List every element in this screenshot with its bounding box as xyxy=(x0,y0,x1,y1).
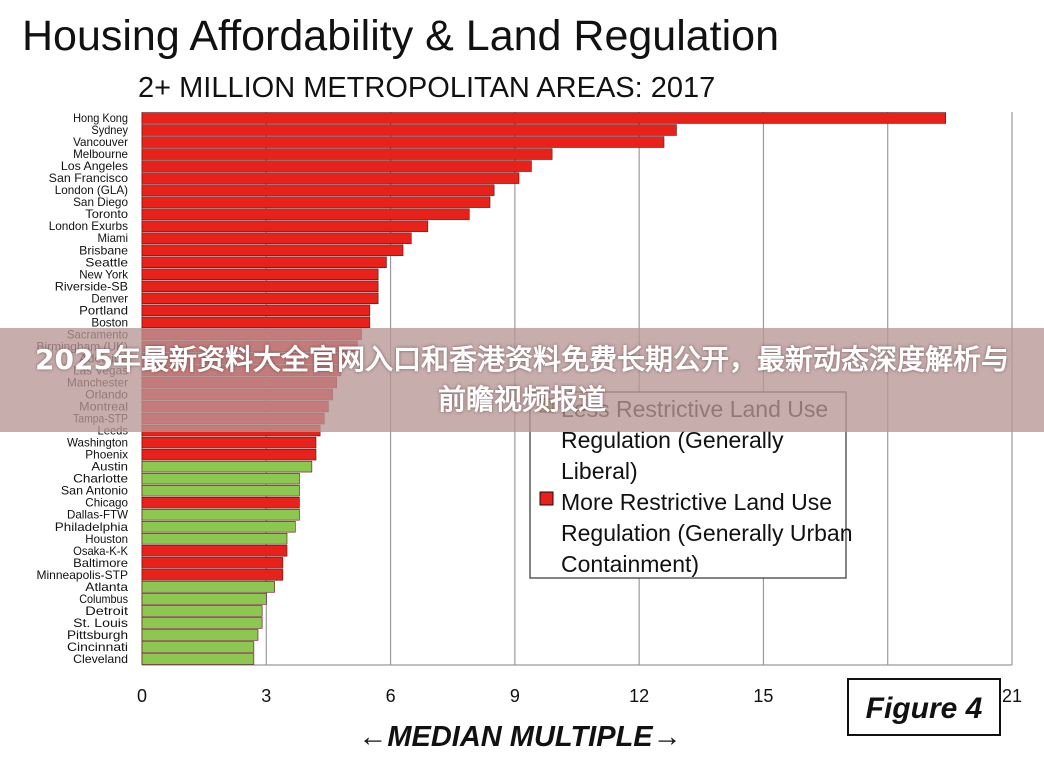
category-label: Seattle xyxy=(85,255,128,269)
bar xyxy=(141,112,947,124)
x-tick-label: 3 xyxy=(261,686,271,706)
bar xyxy=(141,196,491,208)
bar xyxy=(141,533,288,545)
bar xyxy=(141,136,665,148)
category-label: Columbus xyxy=(79,592,128,606)
legend-swatch xyxy=(539,491,554,506)
category-label: San Antonio xyxy=(61,484,128,498)
legend-label: Regulation (Generally Urban xyxy=(561,520,853,546)
bar xyxy=(141,605,263,617)
category-label: Chicago xyxy=(85,496,128,510)
category-label: Boston xyxy=(91,315,128,329)
chart-title: Housing Affordability & Land Regulation xyxy=(22,12,779,60)
category-label: Washington xyxy=(67,436,128,450)
bar xyxy=(141,472,300,485)
category-label: Toronto xyxy=(85,207,128,221)
category-label: London (GLA) xyxy=(55,183,128,197)
category-label: Charlotte xyxy=(73,472,128,486)
bar xyxy=(141,160,532,172)
category-label: Pittsburgh xyxy=(67,628,128,642)
x-tick-label: 12 xyxy=(629,686,649,706)
category-label: Sydney xyxy=(91,123,128,137)
x-tick-label: 9 xyxy=(510,686,520,706)
category-label: Los Angeles xyxy=(61,159,128,173)
category-label: Melbourne xyxy=(73,147,128,161)
category-label: New York xyxy=(79,267,129,281)
category-label: Detroit xyxy=(85,604,129,618)
x-axis-label: ←MEDIAN MULTIPLE→ xyxy=(358,721,681,753)
category-label: Vancouver xyxy=(73,135,128,149)
category-label: Minneapolis-STP xyxy=(37,568,129,582)
bar xyxy=(141,509,300,521)
bar xyxy=(141,460,313,473)
figure-label-box: Figure 4 xyxy=(847,678,1001,736)
bar xyxy=(141,557,284,569)
category-label: Osaka-K-K xyxy=(73,544,128,558)
bar xyxy=(141,629,259,641)
chart-subtitle: 2+ MILLION METROPOLITAN AREAS: 2017 xyxy=(138,72,715,104)
bar xyxy=(141,304,371,317)
bar xyxy=(141,617,263,629)
bar xyxy=(141,124,677,136)
legend-label: Liberal) xyxy=(561,458,638,484)
category-label: Philadelphia xyxy=(55,520,129,534)
bar xyxy=(141,280,379,293)
category-label: Austin xyxy=(91,460,128,474)
bar xyxy=(141,184,495,196)
bar xyxy=(141,569,284,581)
category-label: Phoenix xyxy=(85,448,128,462)
bar xyxy=(141,448,317,461)
bar xyxy=(141,641,255,653)
bar xyxy=(141,244,404,256)
bar xyxy=(141,148,553,160)
watermark-text: 2025年最新资料大全官网入口和香港资料免费长期公开，最新动态深度解析与前瞻视频… xyxy=(35,343,1009,416)
x-tick-label: 0 xyxy=(137,686,147,706)
category-label: Dallas-FTW xyxy=(67,508,129,522)
category-label: St. Louis xyxy=(73,616,128,630)
category-label: Portland xyxy=(79,303,128,317)
bar xyxy=(141,208,470,220)
bar xyxy=(141,496,300,509)
bar xyxy=(141,268,379,281)
x-tick-label: 6 xyxy=(386,686,396,706)
category-label: Baltimore xyxy=(73,556,128,570)
category-label: San Diego xyxy=(73,195,128,209)
bar xyxy=(141,545,288,557)
category-label: London Exurbs xyxy=(49,219,128,233)
watermark-banner: 2025年最新资料大全官网入口和香港资料免费长期公开，最新动态深度解析与前瞻视频… xyxy=(0,328,1044,432)
category-label: Cincinnati xyxy=(67,640,128,654)
legend-label: Containment) xyxy=(561,551,699,577)
category-label: Denver xyxy=(91,291,128,305)
bar xyxy=(141,484,300,497)
bar xyxy=(141,581,275,593)
bar xyxy=(141,593,267,605)
category-label: Brisbane xyxy=(79,243,128,257)
bar xyxy=(141,436,317,449)
bar xyxy=(141,292,379,305)
bar xyxy=(141,220,429,232)
bar xyxy=(141,316,371,329)
bar xyxy=(141,232,412,244)
legend-label: More Restrictive Land Use xyxy=(561,489,832,515)
x-tick-label: 21 xyxy=(1002,686,1022,706)
category-label: Miami xyxy=(98,231,129,245)
bar xyxy=(141,521,296,533)
bar xyxy=(141,172,520,184)
bar xyxy=(141,653,255,665)
bar xyxy=(141,256,387,268)
category-label: San Francisco xyxy=(49,171,129,185)
category-label: Riverside-SB xyxy=(55,279,128,293)
category-label: Hong Kong xyxy=(73,111,128,125)
category-label: Cleveland xyxy=(73,652,128,666)
category-label: Houston xyxy=(85,532,128,546)
category-label: Atlanta xyxy=(85,580,128,594)
figure-label: Figure 4 xyxy=(866,692,983,725)
x-tick-label: 15 xyxy=(753,686,773,706)
